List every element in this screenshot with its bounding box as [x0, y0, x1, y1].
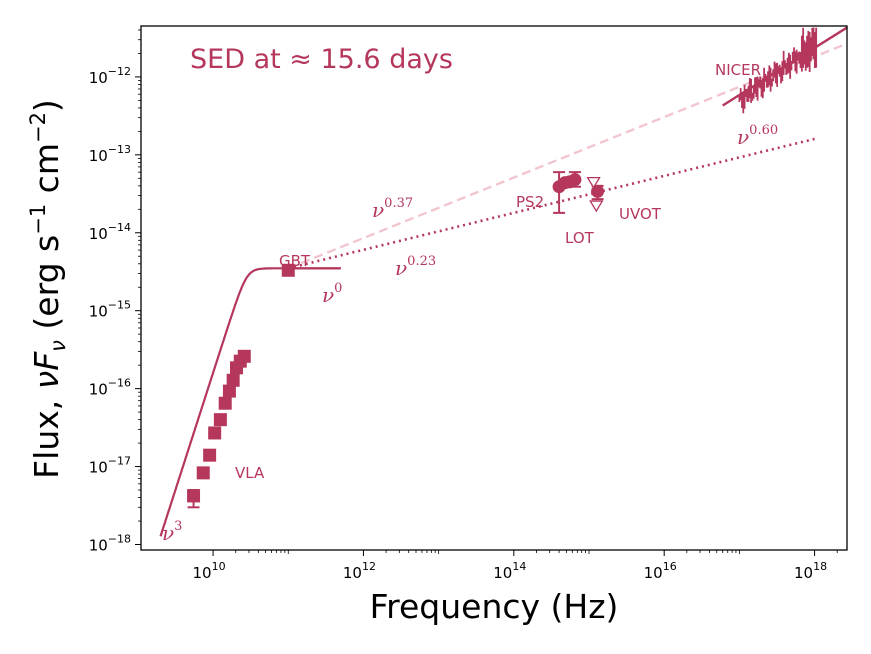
label-nu-037: ν0.37 — [372, 196, 413, 222]
x-axis-title: Frequency (Hz) — [370, 587, 619, 626]
x-tick-label-2: 1014 — [493, 560, 526, 582]
plot-frame — [140, 25, 848, 551]
annotations: VLA GBT PS2 LOT UVOT NICER ν3 ν0 ν0.37 ν… — [162, 61, 778, 545]
x-tick-label-4: 1018 — [794, 560, 827, 582]
label-vla: VLA — [235, 464, 265, 482]
label-ps2: PS2 — [516, 193, 544, 211]
x-tick-label-1: 1012 — [343, 560, 376, 582]
gbt-point-0 — [281, 263, 295, 277]
label-nu-0: ν0 — [322, 281, 342, 307]
model-curve-self-absorbed — [159, 267, 289, 537]
label-nu-060: ν0.60 — [737, 123, 778, 149]
vla-point-2 — [203, 448, 217, 462]
label-lot: LOT — [565, 229, 595, 247]
y-tick-label-0: 10−18 — [89, 532, 131, 554]
label-nu-3: ν3 — [162, 519, 182, 545]
label-uvot: UVOT — [619, 205, 662, 223]
vla-point-3 — [208, 426, 222, 440]
uvot-upper-limits-point-0 — [586, 176, 601, 189]
y-tick-label-3: 10−15 — [89, 299, 131, 321]
y-tick-label-6: 10−12 — [89, 65, 131, 87]
data-points — [187, 27, 818, 509]
vla-point-1 — [196, 466, 210, 480]
axis-ticks: 1010 1012 1014 1016 1018 10−18 10−17 10−16 10−15… — [89, 29, 838, 582]
label-nu-023: ν0.23 — [395, 254, 436, 280]
chart-title: SED at ≈ 15.6 days — [190, 44, 453, 75]
uvot-upper-limits-point-1 — [589, 200, 604, 213]
vla-point-4 — [213, 413, 227, 427]
label-nicer: NICER — [715, 61, 761, 79]
y-tick-label-5: 10−13 — [89, 143, 131, 165]
vla-point-0 — [187, 489, 201, 503]
model-line-2 — [287, 42, 847, 270]
y-tick-label-1: 10−17 — [89, 455, 131, 477]
y-tick-label-4: 10−14 — [89, 221, 131, 243]
vla-point-7 — [226, 373, 240, 387]
x-tick-label-3: 1016 — [644, 560, 677, 582]
vla-point-6 — [222, 384, 236, 398]
label-gbt: GBT — [279, 252, 311, 270]
vla-point-5 — [218, 396, 232, 410]
uvot-point-0 — [591, 184, 605, 198]
y-axis-title: Flux, νFν (erg s−1 cm−2) — [26, 99, 70, 479]
y-tick-label-2: 10−16 — [89, 377, 131, 399]
ps2-point-3 — [568, 173, 582, 187]
vla-point-10 — [237, 349, 251, 363]
model-line-3 — [287, 137, 815, 270]
x-tick-label-0: 1010 — [193, 560, 226, 582]
